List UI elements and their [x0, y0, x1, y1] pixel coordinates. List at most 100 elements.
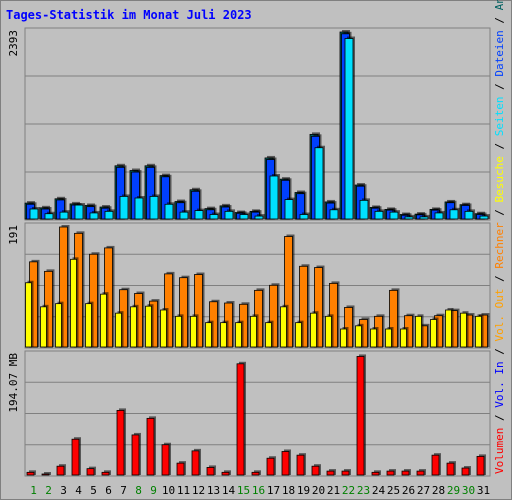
bar-seiten-9	[149, 196, 159, 220]
legend-separator: /	[493, 342, 506, 362]
bar-besuche-13	[205, 322, 212, 348]
chart-title: Tages-Statistik im Monat Juli 2023	[6, 8, 252, 22]
bar-besuche-30	[460, 312, 467, 348]
bar-seiten-11	[179, 211, 189, 220]
bar-seiten-12	[194, 210, 204, 220]
bar-volumen-24	[371, 471, 380, 476]
y-max-label-visits: 191	[7, 225, 20, 245]
bar-volumen-29	[446, 462, 455, 476]
bar-seiten-5	[89, 212, 99, 220]
bar-seiten-7	[119, 196, 129, 220]
legend-entry-besuche: Besuche	[493, 156, 506, 202]
x-tick-label-16: 16	[252, 484, 265, 497]
bar-seiten-1	[29, 208, 39, 220]
bar-besuche-26	[400, 328, 407, 348]
bar-besuche-11	[175, 315, 182, 348]
bar-besuche-12	[190, 315, 197, 348]
bar-seiten-18	[284, 199, 294, 220]
bar-seiten-3	[59, 211, 69, 220]
bar-seiten-25	[389, 211, 399, 220]
x-tick-label-18: 18	[282, 484, 295, 497]
bar-volumen-25	[386, 470, 395, 476]
bar-besuche-22	[340, 328, 347, 348]
legend-entry-anfragen: Anfragen	[493, 0, 506, 10]
x-tick-label-6: 6	[105, 484, 112, 497]
x-tick-label-31: 31	[477, 484, 490, 497]
bar-volumen-1	[26, 471, 35, 476]
bar-volumen-7	[116, 409, 125, 476]
bar-besuche-10	[160, 309, 167, 348]
bar-volumen-18	[281, 451, 290, 476]
x-tick-label-25: 25	[387, 484, 400, 497]
bar-volumen-6	[101, 471, 110, 476]
bar-volumen-9	[146, 417, 155, 476]
bar-volumen-12	[191, 450, 200, 476]
x-tick-label-14: 14	[222, 484, 236, 497]
legend-entry-dateien: Dateien	[493, 30, 506, 76]
bar-besuche-17	[265, 322, 272, 348]
legend-entry-rechner: Rechner	[493, 222, 506, 269]
legend-entry-volumen: Volumen	[493, 428, 506, 474]
bar-seiten-27	[419, 216, 429, 220]
bar-seiten-16	[254, 215, 264, 220]
bar-volumen-16	[251, 471, 260, 476]
bar-volumen-20	[311, 465, 320, 476]
bar-seiten-2	[44, 213, 54, 220]
bar-besuche-25	[385, 328, 392, 348]
y-max-label-volume: 194.07 MB	[7, 353, 20, 413]
x-tick-label-17: 17	[267, 484, 280, 497]
bar-seiten-24	[374, 210, 384, 220]
x-tick-label-23: 23	[357, 484, 370, 497]
bar-besuche-1	[25, 282, 32, 348]
bar-volumen-3	[56, 465, 65, 476]
bar-volumen-30	[461, 467, 470, 476]
bar-besuche-29	[445, 309, 452, 348]
bar-besuche-14	[220, 322, 227, 348]
legend-entry-vol-in: Vol. In	[493, 361, 506, 407]
x-tick-label-9: 9	[150, 484, 157, 497]
bar-besuche-27	[415, 315, 422, 348]
bar-volumen-15	[236, 363, 245, 476]
bar-besuche-24	[370, 328, 377, 348]
x-tick-label-24: 24	[372, 484, 386, 497]
x-tick-label-13: 13	[207, 484, 220, 497]
bar-besuche-16	[250, 315, 257, 348]
x-tick-label-15: 15	[237, 484, 250, 497]
x-tick-label-12: 12	[192, 484, 205, 497]
bar-besuche-2	[40, 306, 47, 348]
bar-seiten-14	[224, 210, 234, 220]
x-tick-label-1: 1	[30, 484, 37, 497]
bar-volumen-10	[161, 444, 170, 476]
legend-separator: /	[493, 269, 506, 289]
bar-besuche-5	[85, 303, 92, 348]
bar-volumen-26	[401, 470, 410, 476]
bar-besuche-6	[100, 293, 107, 348]
bar-besuche-20	[310, 312, 317, 348]
bar-besuche-3	[55, 303, 62, 348]
x-tick-label-11: 11	[177, 484, 190, 497]
bar-volumen-8	[131, 434, 140, 476]
x-tick-label-28: 28	[432, 484, 445, 497]
bar-seiten-19	[299, 214, 309, 220]
bar-seiten-15	[239, 214, 249, 220]
bar-seiten-28	[434, 212, 444, 220]
bar-seiten-31	[479, 215, 489, 220]
bar-volumen-28	[431, 454, 440, 476]
bar-seiten-4	[74, 204, 84, 220]
x-tick-label-26: 26	[402, 484, 415, 497]
bar-seiten-22	[344, 38, 354, 220]
bar-volumen-11	[176, 462, 185, 476]
bar-seiten-26	[404, 216, 414, 220]
bar-besuche-31	[475, 315, 482, 348]
bar-seiten-30	[464, 210, 474, 220]
x-tick-label-19: 19	[297, 484, 310, 497]
bar-besuche-7	[115, 312, 122, 348]
bar-besuche-19	[295, 322, 302, 348]
x-tick-label-27: 27	[417, 484, 430, 497]
bar-volumen-17	[266, 457, 275, 476]
bar-besuche-21	[325, 315, 332, 348]
x-tick-label-8: 8	[135, 484, 142, 497]
x-tick-label-20: 20	[312, 484, 325, 497]
bar-besuche-28	[430, 319, 437, 348]
